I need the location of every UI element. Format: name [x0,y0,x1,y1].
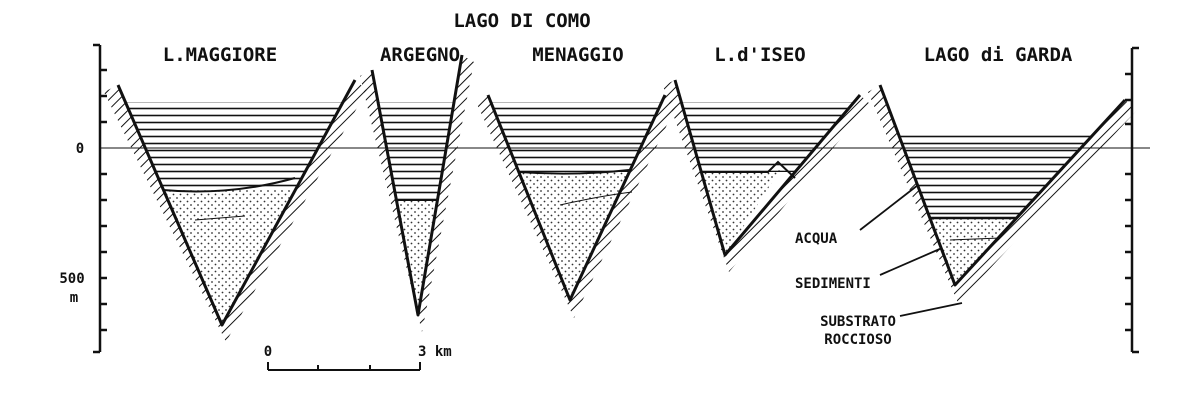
scale-bar [267,362,421,371]
left-axis [93,43,107,354]
lake-section [360,54,474,332]
axis-unit: m [70,290,78,306]
lake-label: MENAGGIO [532,44,624,66]
right-axis [1125,46,1139,354]
lake-section [663,79,870,272]
legend-label: SUBSTRATO [820,314,896,330]
scale-label: 3 km [418,344,452,360]
axis-label: 0 [76,141,84,157]
lake-section [104,79,367,342]
legend-label: SEDIMENTI [795,276,871,292]
legend-label: ACQUA [795,231,838,247]
lake-section [868,84,1137,303]
lake-label: L.d'ISEO [714,44,806,66]
lake-label: LAGO di GARDA [924,44,1073,66]
axis-label: 500 [59,271,84,287]
leader-lines [859,184,963,317]
lake-label: ARGEGNO [380,44,460,66]
group-title: LAGO DI COMO [453,10,590,32]
lake-label: L.MAGGIORE [163,44,277,66]
legend-label: ROCCIOSO [824,332,891,348]
lake-section [476,94,677,318]
scale-label: 0 [264,344,272,360]
